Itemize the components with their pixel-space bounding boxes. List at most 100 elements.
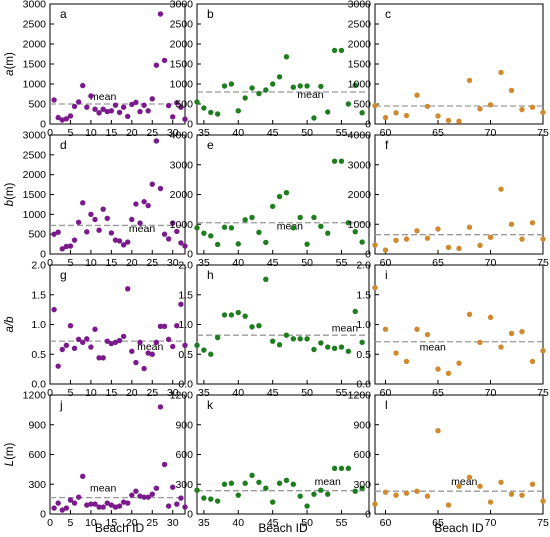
y-tick-label: 2500 [23, 19, 47, 31]
mean-label: mean [129, 223, 155, 235]
data-point [112, 504, 119, 510]
y-tick-label: 0 [365, 249, 371, 261]
data-point [456, 118, 462, 124]
data-point [263, 87, 269, 93]
y-tick-label: 0.0 [356, 379, 371, 391]
x-tick-label: 35 [198, 387, 210, 399]
data-point [221, 224, 228, 230]
data-point [201, 495, 207, 501]
data-point [256, 229, 262, 235]
data-point [208, 109, 214, 116]
data-point [112, 339, 119, 346]
x-tick-label: 0 [47, 127, 53, 139]
y-axis-label: b(m) [4, 183, 16, 207]
data-point [345, 465, 352, 472]
x-tick-label: 50 [301, 257, 313, 269]
data-point [382, 247, 389, 253]
data-point [318, 340, 324, 346]
data-point [149, 181, 155, 187]
data-point [182, 342, 188, 349]
data-point [84, 229, 90, 235]
data-point [403, 236, 410, 242]
data-point [297, 214, 303, 221]
x-tick-label: 55 [336, 257, 348, 269]
y-tick-label: 600 [28, 449, 46, 461]
panel-l: 0 300 600 900 1200 60 65 70 75 mean l [348, 390, 549, 530]
y-tick-label: 0 [40, 509, 46, 521]
y-axis-label-variable: a [4, 69, 16, 75]
data-point [529, 358, 536, 365]
panel-letter: d [60, 138, 67, 152]
data-point [92, 216, 98, 223]
y-tick-label: 0 [187, 249, 193, 261]
y-axis-label-variable: L [4, 460, 16, 466]
y-tick-label: 1200 [23, 390, 47, 402]
data-point [165, 236, 172, 242]
data-point [80, 200, 86, 206]
data-point [529, 220, 536, 226]
data-point [137, 339, 143, 346]
y-axis-label: a/b [4, 316, 16, 333]
y-axis-label-unit: (m) [4, 52, 16, 69]
data-point [55, 363, 61, 369]
data-point [120, 242, 127, 248]
data-point [84, 336, 90, 342]
x-tick-label: 50 [301, 387, 313, 399]
data-point [153, 62, 160, 68]
data-point [466, 311, 473, 318]
y-tick-label: 0 [187, 509, 193, 521]
data-point [88, 211, 94, 218]
y-tick-label: 0 [40, 249, 46, 261]
data-point [141, 198, 147, 205]
data-point [311, 491, 317, 497]
data-point [112, 237, 119, 243]
data-point [133, 488, 139, 494]
x-tick-label: 20 [126, 257, 138, 269]
data-point [263, 239, 269, 246]
data-point [92, 106, 98, 112]
data-point [228, 225, 235, 231]
x-tick-label: 30 [167, 127, 179, 139]
data-point [63, 243, 70, 250]
y-tick-label: 2.0 [31, 260, 46, 272]
data-point [477, 106, 483, 112]
panel-letter: c [385, 7, 391, 21]
x-tick-label: 55 [336, 387, 348, 399]
data-point [92, 501, 98, 507]
panel-letter: h [207, 268, 214, 282]
y-tick-label: 1.0 [178, 319, 193, 331]
data-point [263, 276, 269, 282]
data-point [214, 241, 221, 248]
y-tick-label: 3000 [170, 159, 194, 171]
data-point [55, 114, 61, 121]
x-tick-label: 45 [267, 517, 279, 529]
data-point [214, 334, 221, 341]
data-point [283, 54, 290, 60]
data-point [137, 108, 143, 115]
data-point [125, 239, 131, 245]
data-point [540, 347, 546, 354]
x-tick-label: 25 [146, 387, 158, 399]
panel-letter: i [385, 268, 388, 282]
panel-f: 0 1000 2000 3000 4000 60 65 70 75 f [348, 130, 549, 270]
data-point [498, 69, 504, 76]
data-point [424, 493, 431, 499]
data-point [318, 223, 324, 230]
data-point [235, 309, 241, 316]
data-point [529, 104, 536, 110]
panel-letter: e [207, 138, 214, 152]
data-point [75, 336, 82, 343]
data-point [435, 366, 441, 372]
panel-letter: k [207, 398, 214, 412]
panel-b: 0 500 1000 1500 2000 2500 3000 35 40 45 50 55 mean b [170, 0, 370, 139]
x-tick-label: 25 [146, 517, 158, 529]
data-point [129, 348, 135, 354]
x-tick-label: 35 [198, 127, 210, 139]
data-point [80, 339, 86, 346]
data-point [445, 117, 452, 124]
mean-label: mean [315, 476, 341, 488]
y-tick-label: 1000 [23, 79, 47, 91]
data-point [249, 214, 255, 221]
